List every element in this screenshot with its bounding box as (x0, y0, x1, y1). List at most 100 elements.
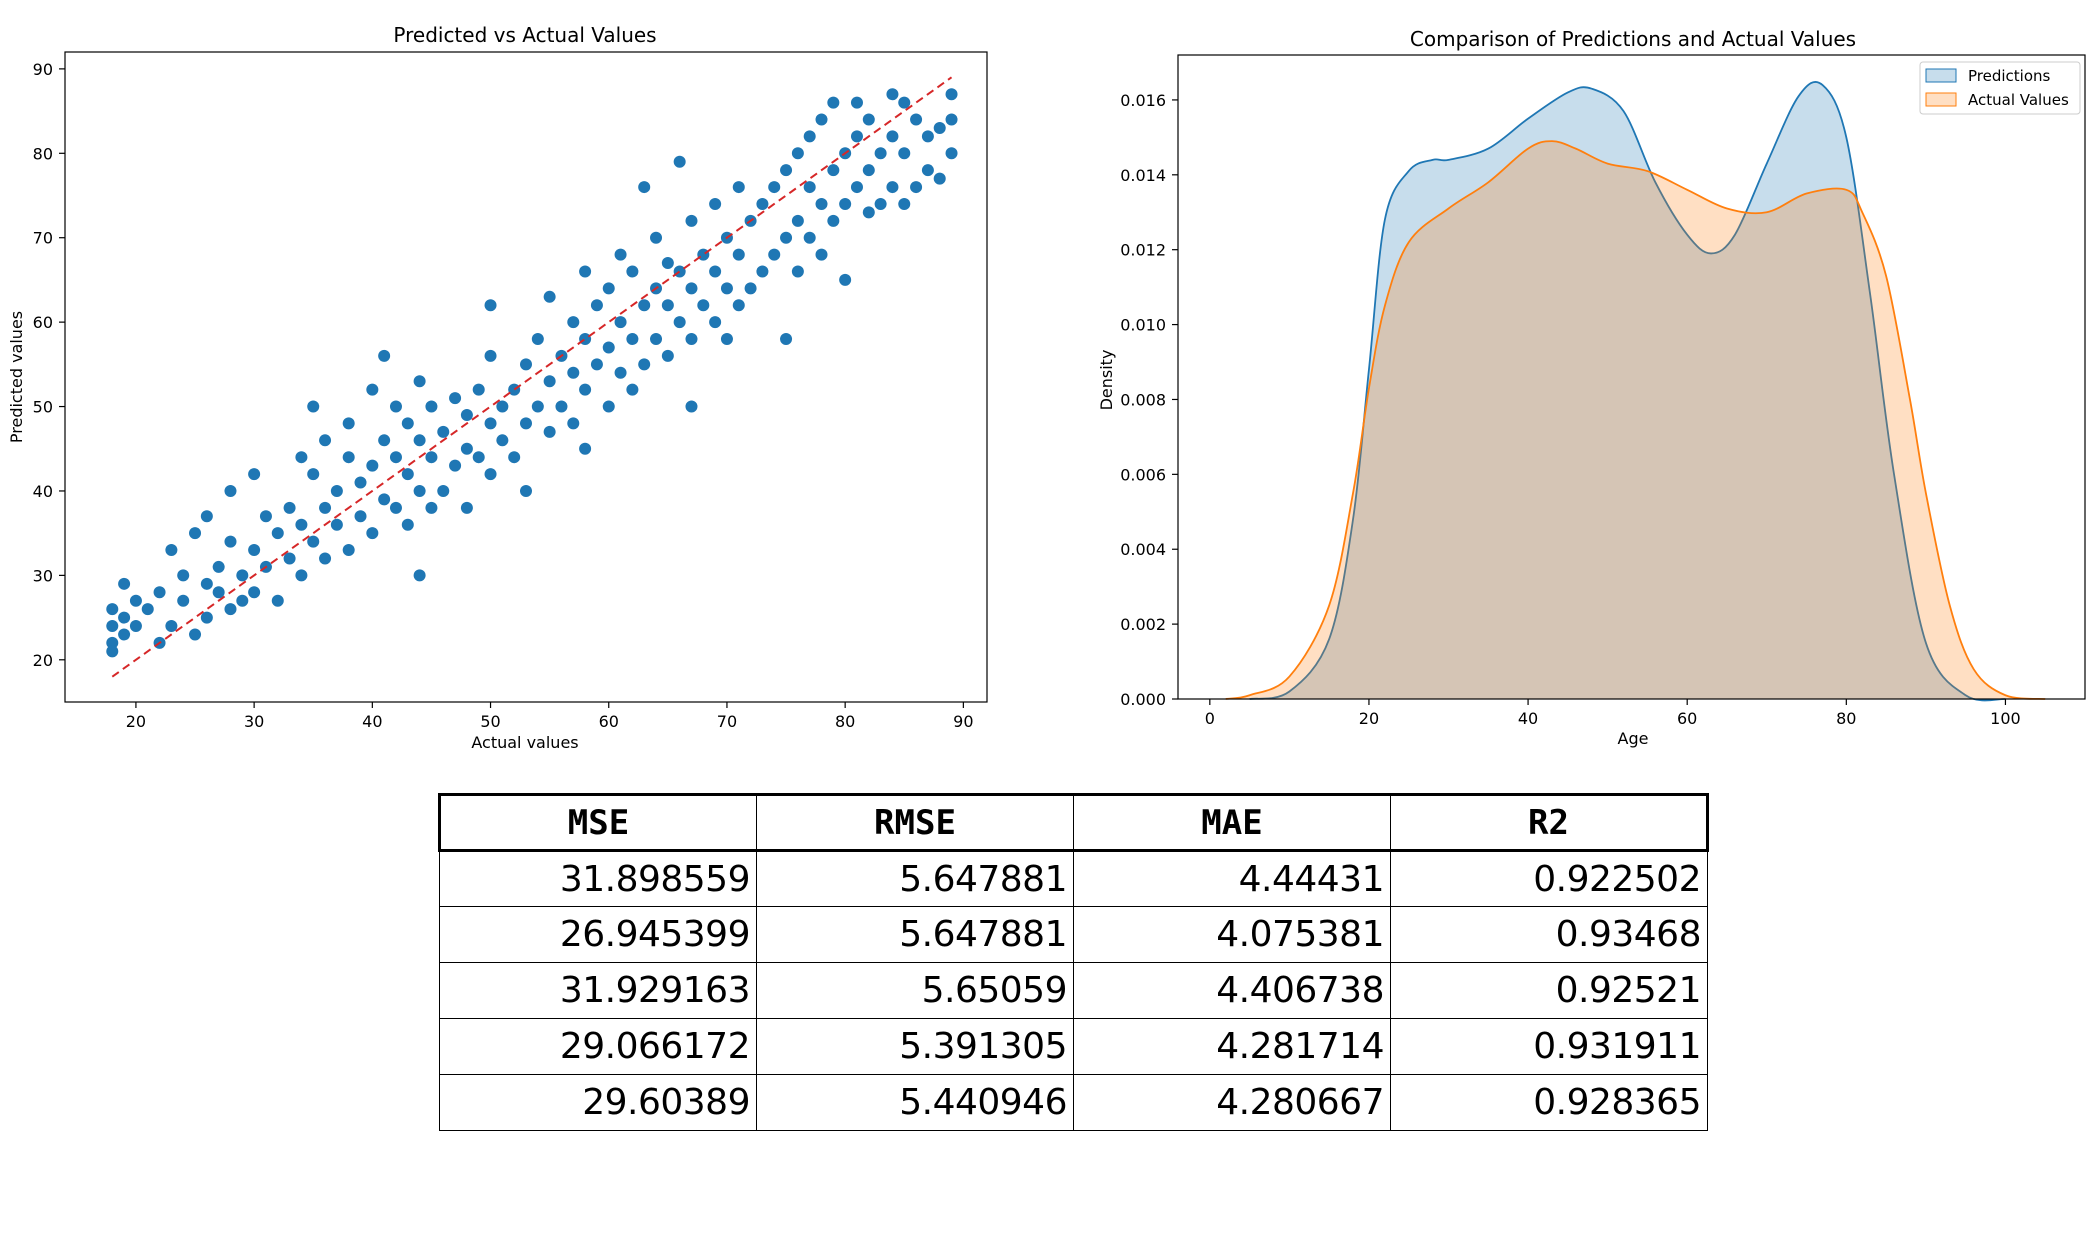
table-cell: 4.280667 (1073, 1074, 1391, 1131)
scatter-point (401, 518, 414, 531)
kde-legend: Predictions Actual Values (1919, 61, 2081, 115)
kde-y-label: Density (1097, 350, 1116, 411)
scatter-point (661, 257, 674, 270)
table-cell: 0.931911 (1390, 1018, 1708, 1075)
scatter-point (295, 518, 308, 531)
scatter-point (874, 147, 887, 160)
scatter-point (236, 594, 249, 607)
scatter-point (720, 282, 733, 295)
table-row: 29.60389 5.440946 4.280667 0.928365 (439, 1074, 1708, 1131)
scatter-point (106, 620, 119, 633)
scatter-point (780, 231, 793, 244)
scatter-point (567, 417, 580, 430)
scatter-point (661, 299, 674, 312)
scatter-point (200, 510, 213, 523)
scatter-point (129, 620, 142, 633)
table-cell: 29.60389 (439, 1074, 757, 1131)
y-tick-label: 0.006 (1120, 465, 1166, 484)
scatter-point (567, 366, 580, 379)
table-cell: 4.44431 (1073, 850, 1391, 907)
scatter-point (449, 459, 462, 472)
scatter-point (638, 181, 651, 194)
kde-area-predictions (1249, 81, 2006, 701)
scatter-point (815, 248, 828, 261)
scatter-point (614, 316, 627, 329)
scatter-point (378, 493, 391, 506)
scatter-point (472, 451, 485, 464)
kde-chart: Comparison of Predictions and Actual Val… (1097, 27, 2086, 748)
scatter-point (200, 577, 213, 590)
x-tick-label: 30 (244, 712, 264, 731)
scatter-point (768, 181, 781, 194)
scatter-point (768, 248, 781, 261)
scatter-point (803, 181, 816, 194)
scatter-point (330, 518, 343, 531)
table-cell: 0.93468 (1390, 906, 1708, 963)
x-tick-label: 0 (1205, 709, 1215, 728)
scatter-point (803, 130, 816, 143)
scatter-point (862, 113, 875, 126)
scatter-point (862, 206, 875, 219)
scatter-point (626, 333, 639, 346)
y-tick-label: 50 (33, 398, 53, 417)
scatter-point (319, 434, 332, 447)
scatter-point (425, 451, 438, 464)
scatter-point (626, 383, 639, 396)
scatter-point (342, 544, 355, 557)
scatter-point (590, 299, 603, 312)
scatter-point (898, 96, 911, 109)
column-header-mae: MAE (1073, 793, 1391, 852)
scatter-point (626, 265, 639, 278)
scatter-point (319, 501, 332, 514)
scatter-point (921, 130, 934, 143)
scatter-point (638, 299, 651, 312)
scatter-point (295, 569, 308, 582)
scatter-point (543, 375, 556, 388)
x-tick-label: 40 (362, 712, 382, 731)
scatter-point (650, 333, 663, 346)
scatter-point (460, 501, 473, 514)
scatter-point (791, 214, 804, 227)
scatter-point (543, 290, 556, 303)
scatter-point (389, 451, 402, 464)
table-row: 26.945399 5.647881 4.075381 0.93468 (439, 906, 1708, 963)
scatter-point (531, 400, 544, 413)
x-tick-label: 70 (717, 712, 737, 731)
kde-areas (1225, 81, 2046, 702)
scatter-point (118, 611, 131, 624)
y-tick-label: 70 (33, 229, 53, 248)
scatter-point (508, 451, 521, 464)
scatter-point (200, 611, 213, 624)
scatter-point (945, 88, 958, 101)
scatter-point (129, 594, 142, 607)
y-tick-label: 0.014 (1120, 166, 1166, 185)
scatter-point (165, 620, 178, 633)
scatter-point (236, 569, 249, 582)
scatter-point (307, 535, 320, 548)
scatter-point (484, 468, 497, 481)
scatter-point (425, 501, 438, 514)
scatter-point (709, 265, 722, 278)
scatter-point (520, 417, 532, 430)
table-cell: 29.066172 (439, 1018, 757, 1075)
table-header-row: MSE RMSE MAE R2 (438, 793, 1709, 852)
scatter-point (685, 214, 698, 227)
legend-label-actual: Actual Values (1968, 91, 2069, 109)
scatter-point (886, 88, 899, 101)
scatter-point (248, 468, 261, 481)
scatter-point (295, 451, 308, 464)
scatter-point (862, 164, 875, 177)
y-tick-label: 0.002 (1120, 615, 1166, 634)
scatter-point (827, 96, 840, 109)
scatter-point (437, 484, 450, 497)
table-cell: 5.65059 (756, 962, 1074, 1019)
scatter-point (910, 113, 923, 126)
scatter-points (106, 88, 958, 658)
scatter-point (732, 248, 745, 261)
scatter-point (886, 181, 899, 194)
scatter-point (756, 197, 769, 210)
scatter-point (389, 501, 402, 514)
scatter-point (898, 197, 911, 210)
scatter-point (839, 197, 852, 210)
scatter-point (189, 527, 202, 540)
